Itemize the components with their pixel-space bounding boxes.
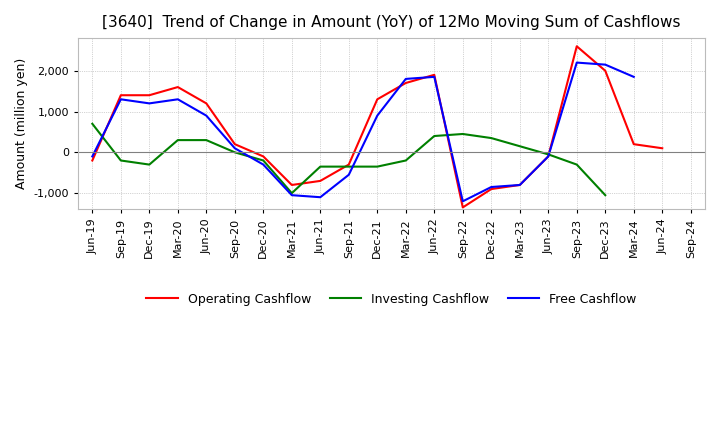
Investing Cashflow	[230, 150, 239, 155]
Investing Cashflow	[88, 121, 96, 126]
Investing Cashflow	[373, 164, 382, 169]
Operating Cashflow	[117, 92, 125, 98]
Free Cashflow	[373, 113, 382, 118]
Free Cashflow	[202, 113, 211, 118]
Operating Cashflow	[287, 182, 296, 187]
Line: Investing Cashflow: Investing Cashflow	[92, 124, 606, 195]
Line: Operating Cashflow: Operating Cashflow	[92, 46, 662, 207]
Line: Free Cashflow: Free Cashflow	[92, 62, 634, 201]
Investing Cashflow	[430, 133, 438, 139]
Free Cashflow	[88, 154, 96, 159]
Free Cashflow	[516, 182, 524, 187]
Investing Cashflow	[145, 162, 153, 167]
Free Cashflow	[145, 101, 153, 106]
Free Cashflow	[230, 146, 239, 151]
Investing Cashflow	[572, 162, 581, 167]
Free Cashflow	[316, 194, 325, 200]
Operating Cashflow	[430, 72, 438, 77]
Legend: Operating Cashflow, Investing Cashflow, Free Cashflow: Operating Cashflow, Investing Cashflow, …	[141, 288, 642, 311]
Operating Cashflow	[544, 154, 552, 159]
Operating Cashflow	[402, 81, 410, 86]
Investing Cashflow	[601, 193, 610, 198]
Operating Cashflow	[174, 84, 182, 90]
Operating Cashflow	[259, 154, 268, 159]
Investing Cashflow	[402, 158, 410, 163]
Investing Cashflow	[544, 152, 552, 157]
Title: [3640]  Trend of Change in Amount (YoY) of 12Mo Moving Sum of Cashflows: [3640] Trend of Change in Amount (YoY) o…	[102, 15, 681, 30]
Free Cashflow	[601, 62, 610, 67]
Free Cashflow	[287, 193, 296, 198]
Free Cashflow	[344, 172, 353, 177]
Free Cashflow	[544, 154, 552, 159]
Investing Cashflow	[117, 158, 125, 163]
Investing Cashflow	[202, 137, 211, 143]
Operating Cashflow	[487, 187, 495, 192]
Free Cashflow	[459, 198, 467, 204]
Operating Cashflow	[459, 205, 467, 210]
Free Cashflow	[430, 74, 438, 80]
Operating Cashflow	[373, 97, 382, 102]
Investing Cashflow	[174, 137, 182, 143]
Operating Cashflow	[601, 68, 610, 73]
Free Cashflow	[259, 162, 268, 167]
Free Cashflow	[402, 76, 410, 81]
Free Cashflow	[572, 60, 581, 65]
Operating Cashflow	[145, 92, 153, 98]
Operating Cashflow	[230, 142, 239, 147]
Free Cashflow	[487, 184, 495, 190]
Free Cashflow	[117, 97, 125, 102]
Investing Cashflow	[344, 164, 353, 169]
Y-axis label: Amount (million yen): Amount (million yen)	[15, 58, 28, 189]
Free Cashflow	[629, 74, 638, 80]
Operating Cashflow	[516, 182, 524, 187]
Operating Cashflow	[316, 178, 325, 183]
Operating Cashflow	[88, 158, 96, 163]
Investing Cashflow	[287, 191, 296, 196]
Operating Cashflow	[572, 44, 581, 49]
Investing Cashflow	[259, 158, 268, 163]
Operating Cashflow	[202, 101, 211, 106]
Operating Cashflow	[658, 146, 667, 151]
Investing Cashflow	[316, 164, 325, 169]
Investing Cashflow	[459, 132, 467, 137]
Free Cashflow	[174, 97, 182, 102]
Operating Cashflow	[629, 142, 638, 147]
Operating Cashflow	[344, 162, 353, 167]
Investing Cashflow	[487, 136, 495, 141]
Investing Cashflow	[516, 143, 524, 149]
